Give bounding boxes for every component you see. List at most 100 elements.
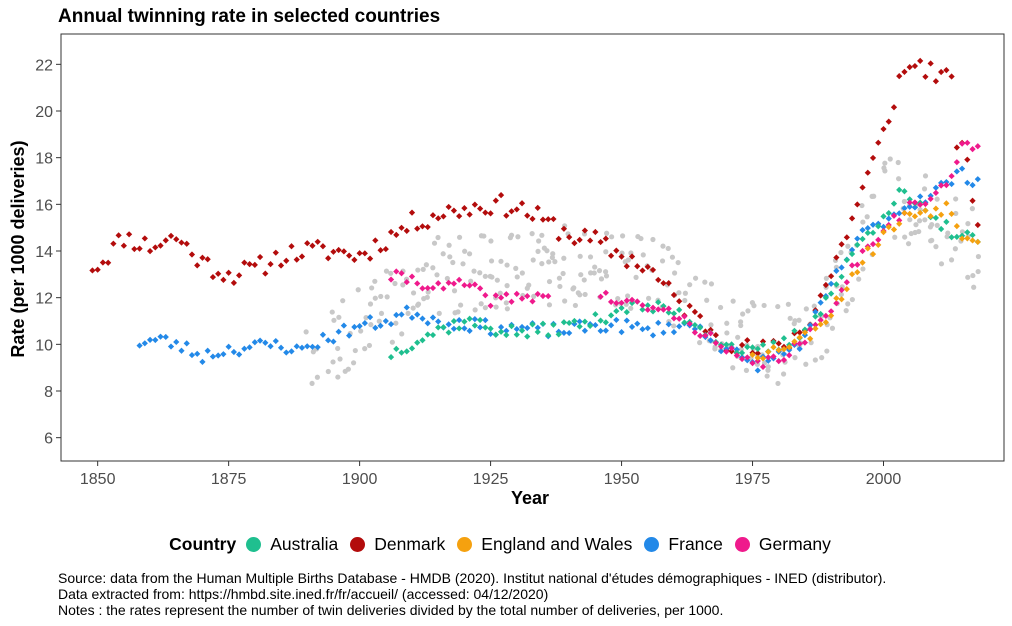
point-france [277,344,285,351]
point-france [304,343,311,350]
point-denmark [875,139,882,146]
point-germany [775,357,782,365]
point-other [622,259,628,265]
point-england-and-wales [817,321,824,328]
point-germany [723,348,730,355]
point-germany [477,285,484,292]
point-australia [681,319,688,326]
point-australia [670,310,678,317]
point-denmark [618,253,625,260]
point-france [141,340,148,347]
point-germany [906,199,913,206]
point-england-and-wales [807,335,814,342]
point-other [536,238,542,244]
point-germany [634,298,641,305]
legend-item-england-and-wales: England and Wales [457,534,632,555]
point-other [743,367,750,373]
point-australia [655,299,662,306]
point-other [372,295,378,301]
point-australia [770,339,777,346]
point-other [384,294,390,300]
point-other [938,261,945,267]
point-other [513,265,519,271]
point-france [817,299,824,306]
point-england-and-wales [927,213,934,220]
point-other [892,234,898,240]
point-australia [403,348,410,355]
point-france [319,331,327,338]
point-other [638,235,644,242]
legend-swatch-germany [734,536,750,552]
point-denmark [351,256,358,264]
point-france [136,342,143,349]
point-england-and-wales [969,237,976,244]
point-france [812,308,819,316]
point-other [325,368,331,375]
point-australia [456,325,463,332]
point-other [640,252,646,258]
point-germany [414,280,421,287]
point-other [340,298,346,304]
point-france [901,205,908,212]
point-denmark [215,270,222,277]
point-australia [660,302,667,310]
point-germany [545,292,552,300]
point-other [730,365,736,371]
point-australia [550,321,557,328]
point-denmark [387,228,395,236]
point-france [665,321,672,328]
point-france [828,280,835,287]
point-england-and-wales [906,210,913,217]
point-england-and-wales [833,295,840,302]
point-germany [822,312,829,319]
point-france [157,333,164,340]
point-australia [503,331,510,339]
point-denmark [283,257,290,264]
point-france [644,325,651,332]
point-germany [497,294,505,301]
point-denmark [372,237,379,244]
point-france [288,348,295,355]
point-other [389,339,395,345]
legend-label-england-and-wales: England and Wales [481,533,633,554]
point-other [671,323,677,329]
point-other [708,281,715,287]
point-other [724,320,730,326]
point-denmark [497,192,505,199]
point-germany [744,354,751,361]
point-germany [602,289,609,296]
legend-swatch-england-and-wales [457,536,473,552]
y-tick-label-18: 18 [35,151,53,168]
point-france [854,235,861,242]
point-france [194,350,201,357]
highlighted-countries-points [89,57,981,374]
point-germany [429,284,437,292]
point-denmark [555,235,562,242]
point-denmark [319,243,327,250]
point-australia [435,324,442,331]
point-england-and-wales [901,209,908,217]
point-france [256,337,264,344]
point-other [529,231,535,237]
point-other [933,244,939,250]
point-england-and-wales [838,296,845,303]
point-other [602,269,609,275]
point-germany [733,352,740,359]
point-denmark [267,261,274,268]
point-denmark [581,227,588,234]
point-other [598,276,605,282]
point-australia [943,218,950,225]
point-other [378,310,385,317]
point-france [246,344,253,351]
point-other [582,291,588,298]
point-australia [854,241,861,248]
y-tick-label-10: 10 [35,337,53,354]
point-other [913,222,919,228]
caption-extraction: Data extracted from: https://hmbd.site.i… [58,586,549,602]
point-other [738,319,744,325]
point-denmark [529,215,536,222]
point-denmark [188,251,196,258]
point-denmark [964,156,971,163]
point-other [604,230,610,236]
point-australia [466,315,473,322]
